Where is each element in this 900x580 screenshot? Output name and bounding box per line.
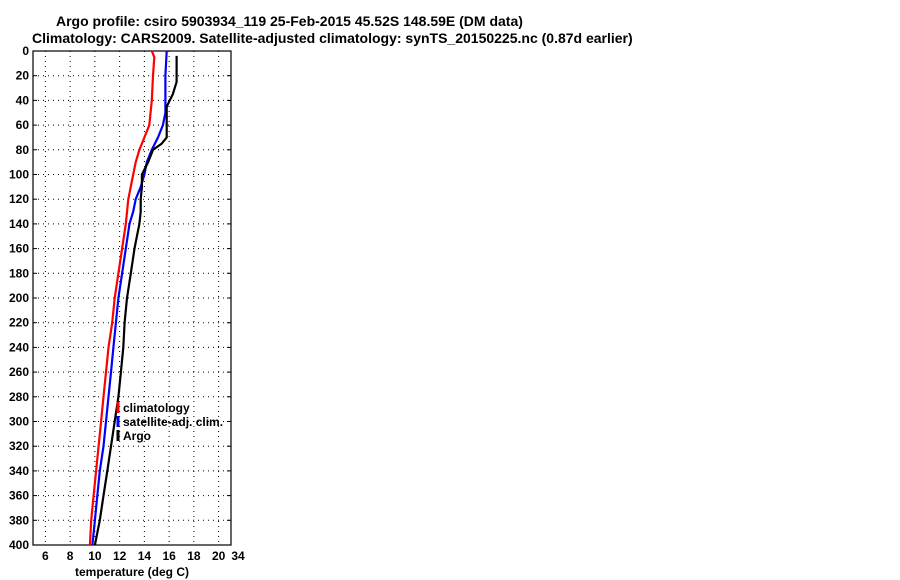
y-tick-label: 80: [16, 143, 30, 157]
x-axis-label: temperature (deg C): [75, 565, 189, 579]
axes-frame: [32, 50, 232, 546]
series-line-climatology: [88, 50, 156, 546]
y-tick-label: 180: [9, 266, 29, 280]
temperature-profile: 0 20 40 60 80 100 120 140 160 180 200 220 240 260 280 3…: [9, 44, 245, 579]
x-tick-label: 8: [67, 549, 74, 563]
figure-title-line2: Climatology: CARS2009. Satellite-adjuste…: [32, 30, 633, 46]
legend-label: climatology: [123, 401, 190, 415]
y-tick-label: 20: [16, 69, 30, 83]
y-tick-label: 280: [9, 390, 29, 404]
y-tick-label: 320: [9, 439, 29, 453]
x-tick-label: 16: [162, 549, 176, 563]
y-tick-label: 200: [9, 291, 29, 305]
series-line-satellite-adj-clim-: [91, 50, 168, 546]
x-tick-label: 34: [231, 549, 245, 563]
y-tick-label: 0: [22, 44, 29, 58]
legend-label: Argo: [123, 429, 151, 443]
y-tick-label: 120: [9, 192, 29, 206]
y-tick-label: 400: [9, 538, 29, 552]
y-tick-label: 380: [9, 513, 29, 527]
y-tick-label: 240: [9, 340, 29, 354]
x-tick-label: 12: [113, 549, 127, 563]
x-tick-label: 14: [138, 549, 152, 563]
x-tick-label: 20: [212, 549, 226, 563]
figure-title-line1: Argo profile: csiro 5903934_119 25-Feb-2…: [56, 13, 523, 29]
y-tick-label: 60: [16, 118, 30, 132]
x-tick-label: 18: [187, 549, 201, 563]
y-tick-label: 220: [9, 316, 29, 330]
series-line-argo: [93, 55, 178, 546]
y-tick-label: 40: [16, 93, 30, 107]
x-tick-label: 6: [42, 549, 49, 563]
y-tick-label: 100: [9, 168, 29, 182]
y-tick-label: 160: [9, 242, 29, 256]
y-tick-label: 340: [9, 464, 29, 478]
y-tick-label: 260: [9, 365, 29, 379]
y-tick-label: 360: [9, 489, 29, 503]
legend-label: satellite-adj. clim.: [123, 415, 223, 429]
y-tick-label: 300: [9, 415, 29, 429]
x-tick-label: 10: [88, 549, 102, 563]
y-tick-label: 140: [9, 217, 29, 231]
